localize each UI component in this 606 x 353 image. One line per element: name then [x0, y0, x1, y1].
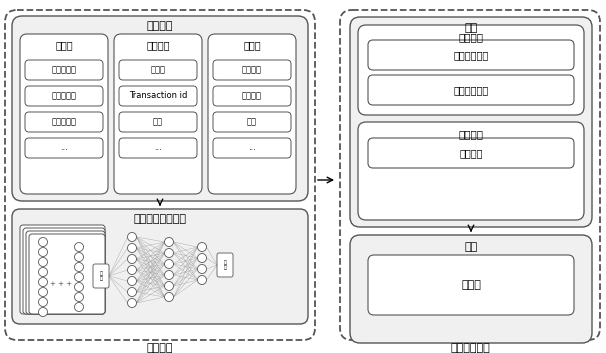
FancyBboxPatch shape [25, 60, 103, 80]
Circle shape [127, 287, 136, 297]
Text: 异常检测阶段: 异常检测阶段 [450, 343, 490, 353]
Circle shape [164, 238, 173, 246]
FancyBboxPatch shape [26, 231, 105, 314]
Circle shape [39, 277, 47, 287]
Circle shape [39, 298, 47, 306]
Circle shape [164, 259, 173, 269]
FancyBboxPatch shape [119, 112, 197, 132]
Circle shape [164, 293, 173, 301]
Text: 内容: 内容 [247, 118, 257, 126]
FancyBboxPatch shape [20, 34, 108, 194]
FancyBboxPatch shape [368, 40, 574, 70]
Text: 计算偏差: 计算偏差 [459, 148, 483, 158]
FancyBboxPatch shape [25, 138, 103, 158]
Text: 损失计算: 损失计算 [459, 129, 484, 139]
Text: 预测下个向量: 预测下个向量 [453, 50, 488, 60]
Circle shape [75, 293, 84, 301]
Circle shape [127, 265, 136, 275]
Circle shape [164, 270, 173, 280]
FancyBboxPatch shape [217, 253, 233, 277]
Text: Transaction id: Transaction id [129, 91, 187, 101]
Circle shape [75, 252, 84, 262]
FancyBboxPatch shape [114, 34, 202, 194]
Text: 内容层: 内容层 [243, 40, 261, 50]
Text: 地址类型: 地址类型 [242, 66, 262, 74]
Text: 编
码: 编 码 [99, 271, 102, 281]
Text: 预测下个向量: 预测下个向量 [453, 85, 488, 95]
FancyBboxPatch shape [25, 112, 103, 132]
Circle shape [39, 287, 47, 297]
Text: 准备阶段: 准备阶段 [147, 343, 173, 353]
Circle shape [198, 253, 207, 263]
Text: 数据包层: 数据包层 [146, 40, 170, 50]
FancyBboxPatch shape [213, 112, 291, 132]
FancyBboxPatch shape [29, 234, 105, 314]
Text: 输出: 输出 [464, 242, 478, 252]
Circle shape [127, 255, 136, 263]
FancyBboxPatch shape [213, 60, 291, 80]
Circle shape [198, 264, 207, 274]
Text: 数据包个数: 数据包个数 [52, 118, 76, 126]
Circle shape [75, 303, 84, 311]
FancyBboxPatch shape [20, 225, 105, 314]
Circle shape [75, 273, 84, 281]
Text: ...: ... [60, 144, 68, 152]
Text: 检测: 检测 [464, 23, 478, 33]
Text: 长度: 长度 [153, 118, 163, 126]
Text: 数据包间隔: 数据包间隔 [52, 66, 76, 74]
FancyBboxPatch shape [213, 138, 291, 158]
Text: ...: ... [154, 144, 162, 152]
FancyBboxPatch shape [23, 228, 105, 314]
Circle shape [39, 257, 47, 267]
FancyBboxPatch shape [12, 16, 308, 201]
FancyBboxPatch shape [12, 209, 308, 324]
Circle shape [75, 263, 84, 271]
FancyBboxPatch shape [368, 255, 574, 315]
Circle shape [39, 307, 47, 317]
Circle shape [164, 249, 173, 257]
Circle shape [127, 233, 136, 241]
Circle shape [127, 244, 136, 252]
Circle shape [39, 268, 47, 276]
FancyBboxPatch shape [358, 122, 584, 220]
Text: 行为预测: 行为预测 [459, 32, 484, 42]
FancyBboxPatch shape [119, 86, 197, 106]
FancyBboxPatch shape [119, 60, 197, 80]
Text: 数据包大小: 数据包大小 [52, 91, 76, 101]
Text: 功能码: 功能码 [150, 66, 165, 74]
Circle shape [127, 276, 136, 286]
Circle shape [127, 299, 136, 307]
FancyBboxPatch shape [340, 10, 600, 340]
FancyBboxPatch shape [213, 86, 291, 106]
Text: 异常值: 异常值 [461, 280, 481, 290]
Circle shape [198, 275, 207, 285]
FancyBboxPatch shape [93, 264, 109, 288]
Circle shape [198, 243, 207, 251]
Text: 地址范围: 地址范围 [242, 91, 262, 101]
Circle shape [75, 282, 84, 292]
FancyBboxPatch shape [350, 17, 592, 227]
Circle shape [39, 247, 47, 257]
Text: + + +: + + + [50, 281, 72, 287]
Text: 分层依赖关系建立: 分层依赖关系建立 [133, 214, 187, 224]
FancyBboxPatch shape [25, 86, 103, 106]
FancyBboxPatch shape [119, 138, 197, 158]
FancyBboxPatch shape [350, 235, 592, 343]
FancyBboxPatch shape [358, 25, 584, 115]
Circle shape [75, 243, 84, 251]
FancyBboxPatch shape [368, 75, 574, 105]
Text: 特征提取: 特征提取 [147, 21, 173, 31]
FancyBboxPatch shape [5, 10, 315, 340]
FancyBboxPatch shape [368, 138, 574, 168]
Text: ...: ... [248, 144, 256, 152]
Circle shape [164, 281, 173, 291]
FancyBboxPatch shape [208, 34, 296, 194]
Text: 流量层: 流量层 [55, 40, 73, 50]
Circle shape [39, 238, 47, 246]
Text: 解
码: 解 码 [224, 259, 227, 270]
